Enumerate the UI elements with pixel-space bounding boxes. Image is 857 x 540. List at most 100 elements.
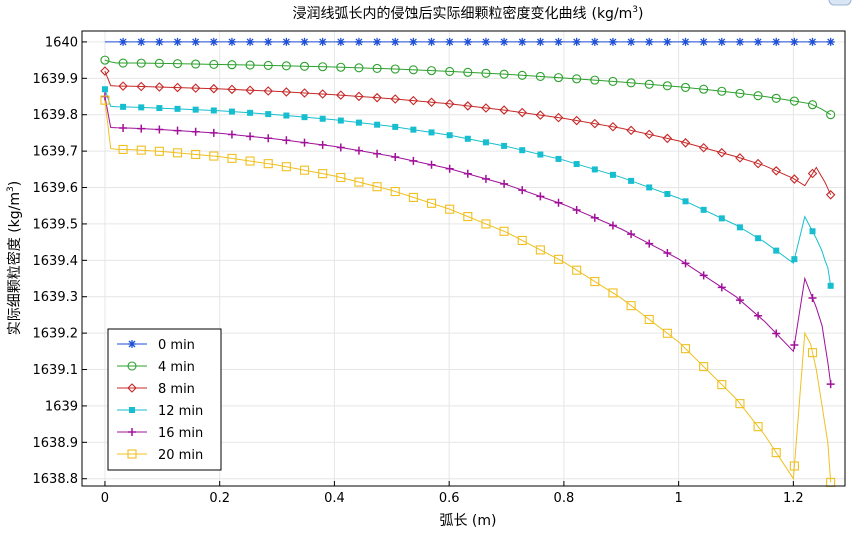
x-tick-label: 1	[674, 491, 682, 506]
series-line	[104, 96, 832, 385]
data-point	[771, 166, 782, 176]
data-point	[300, 37, 309, 46]
data-point	[571, 115, 582, 126]
data-point	[535, 245, 545, 255]
legend-label: 20 min	[158, 448, 203, 463]
x-tick-label: 0.4	[324, 491, 345, 506]
x-tick-label: 0.6	[439, 491, 460, 506]
y-tick-label: 1638.9	[33, 436, 79, 451]
legend-item: 8 min	[117, 382, 195, 397]
data-point	[535, 71, 545, 82]
data-point	[372, 182, 382, 192]
plot-frame	[81, 30, 846, 487]
y-tick-label: 1639.7	[33, 145, 79, 160]
data-point	[282, 37, 291, 46]
legend-item: 4 min	[117, 360, 195, 375]
y-axis-label-text: 实际细颗粒密度 (kg/m	[6, 192, 23, 335]
data-point	[554, 37, 563, 46]
data-point	[191, 37, 200, 46]
data-point	[408, 95, 419, 106]
data-point	[718, 215, 725, 222]
data-point	[608, 288, 618, 298]
data-point	[735, 153, 745, 163]
data-point	[680, 82, 691, 92]
data-point	[518, 37, 527, 46]
window-corner-button[interactable]	[828, 0, 852, 6]
y-axis-ticks: 1638.8 1638.9 1639 1639.1 1639.2 1639.3 1639.4…	[33, 35, 87, 487]
data-point	[482, 139, 489, 146]
data-point	[735, 88, 745, 98]
data-point	[809, 228, 816, 235]
data-point	[663, 249, 672, 258]
data-point	[154, 146, 164, 156]
data-point	[373, 37, 382, 46]
data-point	[392, 123, 399, 130]
data-point	[246, 132, 255, 141]
legend-items: 0 min 4 min 8 min 12 min 16 min 20 min	[117, 338, 203, 463]
data-point	[354, 177, 364, 187]
data-point	[410, 126, 417, 133]
data-point	[137, 37, 146, 46]
data-point	[118, 144, 128, 154]
data-point	[537, 151, 544, 158]
data-point	[807, 348, 818, 358]
data-point	[191, 127, 200, 136]
data-point	[717, 147, 727, 158]
data-point	[336, 143, 345, 152]
data-point	[627, 37, 636, 46]
data-point	[209, 59, 219, 69]
data-point	[717, 380, 727, 390]
corner-button-shape	[828, 0, 852, 6]
data-point	[608, 76, 618, 86]
data-point	[736, 224, 743, 231]
data-point	[227, 153, 237, 163]
data-point	[246, 37, 255, 46]
data-point	[300, 138, 309, 147]
data-point	[827, 282, 834, 289]
data-point	[173, 37, 182, 46]
data-point	[790, 340, 799, 349]
data-point	[119, 37, 128, 46]
data-point	[590, 37, 599, 46]
data-point	[155, 37, 164, 46]
data-point	[572, 74, 582, 84]
data-point	[463, 101, 473, 111]
data-point	[771, 448, 781, 458]
data-point	[664, 191, 671, 198]
data-point	[209, 151, 219, 161]
data-point	[354, 37, 363, 46]
data-point	[391, 152, 400, 161]
chart-title-unit: (kg/m	[591, 6, 632, 22]
data-point	[190, 83, 201, 93]
data-point	[517, 70, 527, 80]
x-tick-label: 0.8	[554, 491, 575, 506]
data-point	[281, 61, 291, 71]
data-point	[717, 37, 726, 46]
data-point	[154, 82, 165, 92]
data-point	[264, 134, 273, 143]
data-point	[608, 37, 617, 46]
series-8-min	[100, 66, 836, 200]
data-point	[172, 148, 183, 158]
data-point	[717, 283, 726, 292]
y-tick-label: 1639.5	[33, 217, 79, 232]
data-point	[263, 86, 274, 96]
data-point	[553, 254, 564, 264]
data-point	[245, 85, 255, 96]
data-point	[118, 58, 128, 68]
data-point	[627, 230, 636, 239]
data-point	[426, 198, 437, 208]
data-point	[499, 69, 509, 79]
data-point	[318, 169, 328, 179]
data-point	[154, 58, 164, 68]
legend-marker	[127, 361, 137, 371]
legend: 0 min 4 min 8 min 12 min 16 min 20 min	[107, 328, 222, 471]
data-point	[808, 37, 817, 46]
x-tick-label: 1.2	[783, 491, 804, 506]
data-point	[699, 362, 709, 372]
data-point	[427, 160, 436, 169]
y-axis-label-sup: 3	[6, 186, 16, 192]
data-point	[318, 140, 327, 149]
series-line	[104, 89, 832, 286]
data-point	[247, 109, 254, 116]
